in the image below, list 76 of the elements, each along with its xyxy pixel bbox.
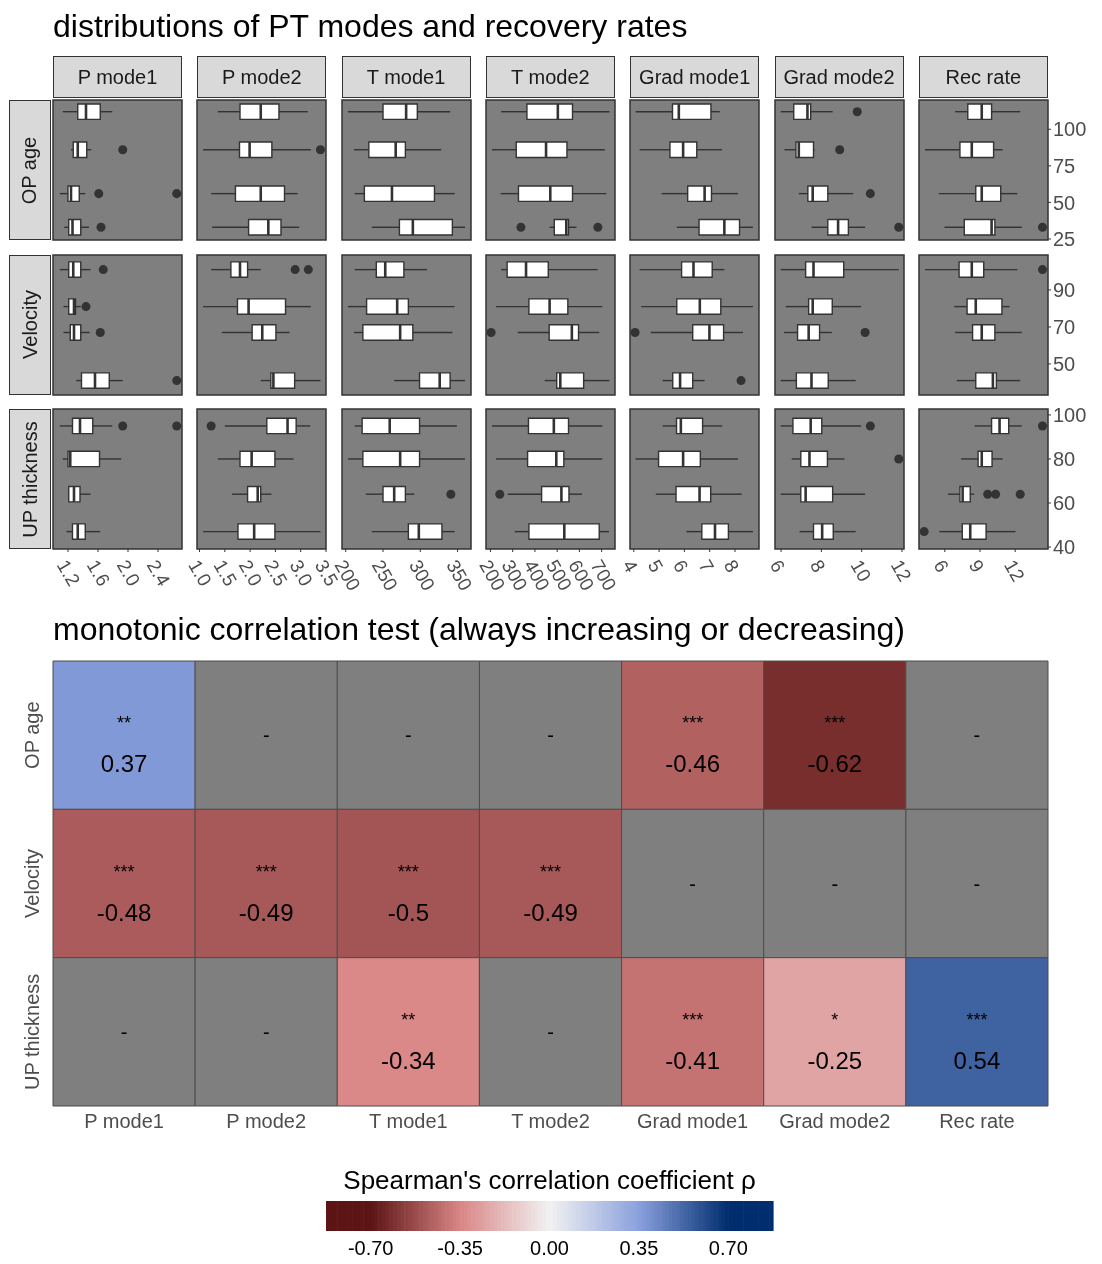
y-tick-label: 50 bbox=[1052, 352, 1076, 375]
data-label: *** -0.62 bbox=[807, 713, 863, 778]
x-tick-label: 350 bbox=[441, 556, 476, 595]
color-bar-label: 0.35 bbox=[619, 1237, 659, 1259]
x-tick-label: 6 bbox=[929, 556, 953, 576]
x-tick-label: 1.2 bbox=[52, 556, 85, 590]
x-tick-label: 8 bbox=[805, 556, 830, 576]
chart-title: P mode2 bbox=[197, 56, 327, 98]
chart-title: monotonic correlation test (always increasing or decreasing) bbox=[53, 611, 906, 649]
text: - bbox=[973, 872, 981, 895]
y-tick-label: 70 bbox=[1052, 315, 1076, 338]
x-tick-label: T mode2 bbox=[511, 1110, 590, 1133]
x-tick-label: 12 bbox=[999, 556, 1029, 586]
x-tick-label: 1.6 bbox=[82, 556, 115, 590]
color-bar-title: Spearman's correlation coefficient ρ bbox=[343, 1165, 756, 1195]
x-tick-label: 5 bbox=[644, 556, 668, 576]
data-label: ** 0.37 bbox=[100, 713, 148, 778]
chart-title: Rec rate bbox=[918, 56, 1048, 98]
x-tick-label: Grad mode1 bbox=[637, 1110, 749, 1133]
x-tick-label: 7 bbox=[694, 556, 719, 576]
data-label: *** -0.5 bbox=[387, 861, 430, 926]
y-tick-label: OP age bbox=[21, 701, 43, 769]
chart-title: P mode1 bbox=[53, 56, 182, 98]
x-tick-label: 300 bbox=[404, 556, 439, 595]
x-tick-label: Rec rate bbox=[939, 1110, 1015, 1133]
chart-title: Grad mode1 bbox=[630, 56, 760, 98]
text: - bbox=[120, 1020, 128, 1043]
color-bar-label: 0.00 bbox=[530, 1237, 569, 1259]
chart-title: T mode1 bbox=[341, 56, 471, 98]
data-label: * -0.25 bbox=[807, 1009, 863, 1074]
color-bar-label: 0.70 bbox=[708, 1237, 748, 1259]
text: - bbox=[262, 1020, 270, 1043]
x-tick-label: 12 bbox=[886, 556, 915, 586]
y-tick-label: Velocity bbox=[21, 849, 43, 918]
x-tick-label: 8 bbox=[719, 556, 744, 576]
y-tick-label: 80 bbox=[1052, 448, 1076, 471]
data-label: *** -0.48 bbox=[96, 861, 152, 926]
y-tick-label: 25 bbox=[1052, 228, 1076, 251]
data-label: *** 0.54 bbox=[953, 1009, 1001, 1074]
y-tick-label: 90 bbox=[1052, 278, 1076, 301]
x-tick-label: 6 bbox=[765, 556, 789, 576]
y-tick-label: 75 bbox=[1052, 154, 1076, 177]
y-tick-label: 60 bbox=[1052, 492, 1076, 515]
data-label: ** -0.34 bbox=[381, 1009, 436, 1074]
y-tick-label: 100 bbox=[1052, 404, 1087, 427]
x-tick-label: P mode2 bbox=[226, 1110, 307, 1133]
text: - bbox=[547, 724, 554, 747]
color-bar-label: -0.35 bbox=[437, 1237, 483, 1259]
text: - bbox=[405, 724, 412, 747]
x-tick-label: 9 bbox=[964, 556, 989, 576]
x-tick-label: 4 bbox=[618, 556, 643, 577]
data-label: *** -0.46 bbox=[665, 713, 720, 778]
y-tick-label: 100 bbox=[1052, 118, 1087, 141]
y-tick-label: 40 bbox=[1052, 536, 1076, 559]
color-bar-label: -0.70 bbox=[347, 1237, 394, 1259]
x-tick-label: 6 bbox=[669, 556, 693, 576]
x-tick-label: 2.0 bbox=[112, 556, 145, 590]
data-label: *** -0.49 bbox=[238, 861, 294, 926]
text: - bbox=[547, 1020, 554, 1043]
text: - bbox=[973, 724, 981, 747]
text: - bbox=[689, 872, 696, 895]
data-label: *** -0.49 bbox=[523, 861, 578, 926]
y-tick-label: 50 bbox=[1052, 191, 1076, 214]
text: distributions of PT modes and recovery rates bbox=[53, 8, 688, 45]
text: - bbox=[262, 724, 270, 747]
x-tick-label: 2.4 bbox=[142, 556, 175, 591]
y-tick-label: UP thickness bbox=[21, 973, 43, 1091]
x-tick-label: Grad mode2 bbox=[779, 1110, 891, 1133]
x-tick-label: 250 bbox=[367, 556, 402, 595]
chart-title: Grad mode2 bbox=[774, 56, 904, 98]
x-tick-label: T mode1 bbox=[369, 1110, 448, 1133]
x-tick-label: 10 bbox=[845, 556, 875, 586]
data-label: *** -0.41 bbox=[665, 1009, 720, 1074]
chart-title: T mode2 bbox=[485, 56, 615, 98]
x-tick-label: P mode1 bbox=[84, 1110, 164, 1133]
text: - bbox=[831, 872, 839, 895]
